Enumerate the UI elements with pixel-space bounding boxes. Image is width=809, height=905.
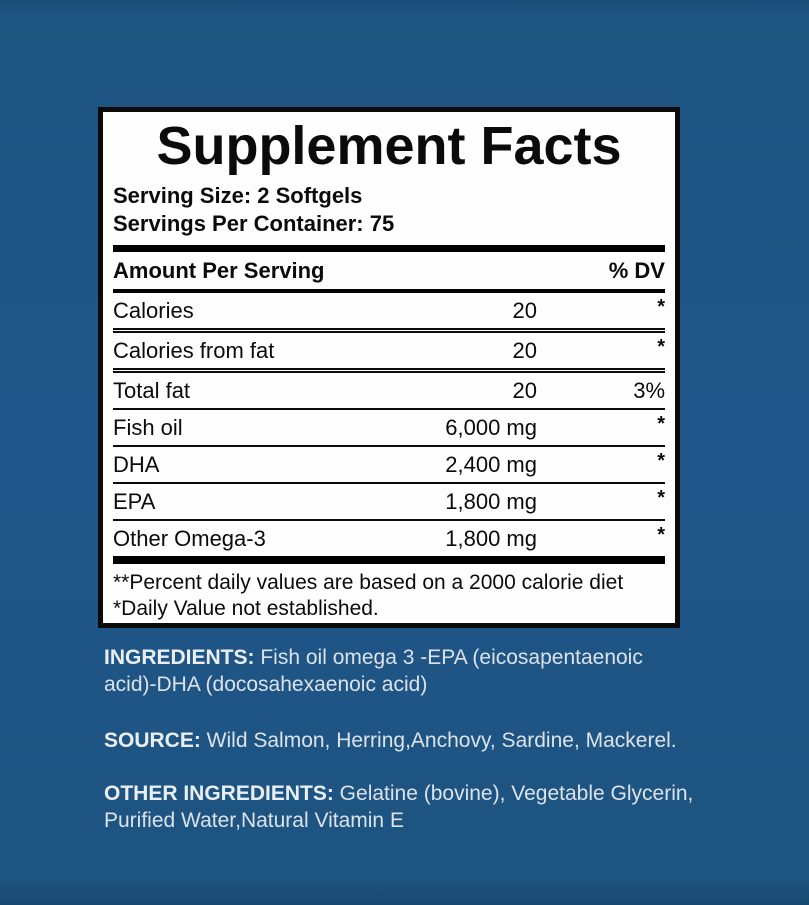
product-info-text: INGREDIENTS: Fish oil omega 3 -EPA (eico… bbox=[104, 644, 794, 834]
other-ingredients-line-2: Purified Water,Natural Vitamin E bbox=[104, 809, 404, 832]
footnotes: **Percent daily values are based on a 20… bbox=[113, 570, 665, 622]
table-row: Fish oil 6,000 mg * bbox=[113, 410, 665, 445]
table-row: Calories 20 * bbox=[113, 293, 665, 328]
divider-thick-top bbox=[113, 245, 665, 253]
other-ingredients-text: Gelatine (bovine), Vegetable Glycerin, bbox=[333, 782, 694, 805]
nutrient-dv: * bbox=[657, 524, 665, 547]
ingredients-paragraph: INGREDIENTS: Fish oil omega 3 -EPA (eico… bbox=[104, 644, 794, 698]
nutrient-name: EPA bbox=[113, 488, 156, 514]
ingredients-line-1: INGREDIENTS: Fish oil omega 3 -EPA (eico… bbox=[104, 644, 794, 671]
row-divider bbox=[113, 445, 665, 448]
supplement-facts-panel: Supplement Facts Serving Size: 2 Softgel… bbox=[98, 107, 680, 628]
divider-thick-bottom bbox=[113, 556, 665, 565]
other-ingredients-label: OTHER INGREDIENTS: bbox=[104, 782, 334, 805]
nutrient-name: Calories from fat bbox=[113, 337, 275, 363]
serving-size: Serving Size: 2 Softgels bbox=[113, 183, 363, 209]
row-divider bbox=[113, 482, 665, 485]
nutrient-amount: 2,400 mg bbox=[445, 451, 537, 477]
nutrient-amount: 1,800 mg bbox=[445, 525, 537, 551]
header-amount-per-serving: Amount Per Serving bbox=[113, 258, 325, 284]
table-row: Calories from fat 20 * bbox=[113, 333, 665, 368]
table-row: Total fat 20 3% bbox=[113, 373, 665, 408]
nutrient-name: Fish oil bbox=[113, 414, 183, 440]
supplement-facts-title: Supplement Facts bbox=[156, 116, 622, 176]
nutrient-amount: 1,800 mg bbox=[445, 488, 537, 514]
ingredients-text: Fish oil omega 3 -EPA (eicosapentaenoic bbox=[254, 646, 643, 669]
header-percent-dv: % DV bbox=[608, 258, 665, 284]
nutrient-name: Other Omega-3 bbox=[113, 525, 266, 551]
nutrient-dv: * bbox=[657, 413, 665, 436]
nutrient-amount: 20 bbox=[512, 297, 537, 323]
ingredients-label: INGREDIENTS: bbox=[104, 646, 255, 669]
nutrient-name: Total fat bbox=[113, 377, 191, 403]
nutrient-dv: * bbox=[657, 336, 665, 359]
row-divider bbox=[113, 519, 665, 522]
nutrient-name: Calories bbox=[113, 297, 194, 323]
source-label: SOURCE: bbox=[104, 729, 201, 752]
divider-header bbox=[113, 289, 665, 294]
table-row: DHA 2,400 mg * bbox=[113, 447, 665, 482]
row-divider bbox=[113, 328, 665, 334]
other-ingredients-line-1: OTHER INGREDIENTS: Gelatine (bovine), Ve… bbox=[104, 780, 794, 807]
servings-per-container: Servings Per Container: 75 bbox=[113, 211, 395, 237]
nutrient-amount: 20 bbox=[512, 337, 537, 363]
ingredients-line-2: acid)-DHA (docosahexaenoic acid) bbox=[104, 673, 428, 696]
nutrient-name: DHA bbox=[113, 451, 160, 477]
nutrient-dv: * bbox=[657, 450, 665, 473]
other-ingredients-paragraph: OTHER INGREDIENTS: Gelatine (bovine), Ve… bbox=[104, 780, 794, 834]
footnote-percent-dv: **Percent daily values are based on a 20… bbox=[113, 571, 624, 595]
source-text: Wild Salmon, Herring,Anchovy, Sardine, M… bbox=[200, 729, 677, 752]
table-header-row: Amount Per Serving % DV bbox=[113, 252, 665, 289]
nutrient-dv: 3% bbox=[633, 377, 665, 403]
nutrient-dv: * bbox=[657, 296, 665, 319]
nutrient-dv: * bbox=[657, 487, 665, 510]
footnote-dv-not-established: *Daily Value not established. bbox=[113, 597, 379, 621]
table-row: EPA 1,800 mg * bbox=[113, 484, 665, 519]
row-divider bbox=[113, 408, 665, 411]
serving-info: Serving Size: 2 Softgels Servings Per Co… bbox=[113, 182, 665, 238]
row-divider bbox=[113, 368, 665, 374]
nutrient-amount: 20 bbox=[512, 377, 537, 403]
nutrient-amount: 6,000 mg bbox=[445, 414, 537, 440]
table-row: Other Omega-3 1,800 mg * bbox=[113, 521, 665, 556]
source-paragraph: SOURCE: Wild Salmon, Herring,Anchovy, Sa… bbox=[104, 727, 794, 754]
